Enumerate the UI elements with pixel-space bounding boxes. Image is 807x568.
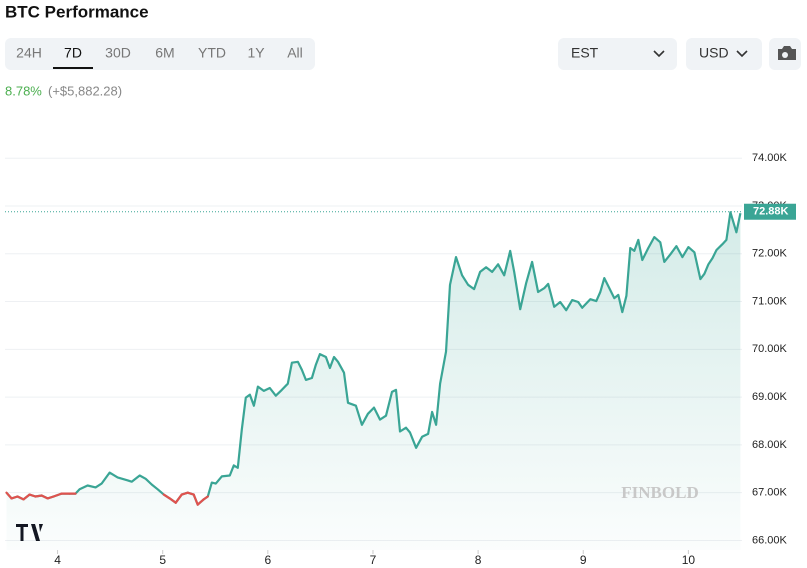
tab-label: 30D	[105, 45, 131, 61]
down-segment	[52, 492, 63, 498]
down-segment	[196, 498, 205, 506]
select-label: USD	[699, 45, 729, 61]
x-tick-label: 9	[580, 553, 587, 567]
tab[interactable]: 24H	[16, 45, 42, 61]
tab[interactable]: All	[287, 45, 303, 61]
x-tick-label: 8	[475, 553, 482, 567]
area	[6, 212, 741, 550]
tab-label: 7D	[64, 45, 82, 61]
tab-label: 1Y	[247, 45, 265, 61]
tab-underline	[53, 67, 93, 69]
y-tick-label: 71.00K	[752, 295, 788, 307]
change-percent: 8.78%	[5, 83, 42, 98]
down-segment	[16, 495, 25, 501]
y-tick-label: 67.00K	[752, 487, 788, 499]
screenshot-button[interactable]	[769, 38, 801, 70]
down-segment	[40, 494, 49, 500]
select-label: EST	[571, 45, 599, 61]
select-box	[558, 38, 677, 70]
last-price-label: 72.88K	[753, 206, 789, 218]
x-tick-label: 4	[54, 553, 61, 567]
tab[interactable]: 30D	[105, 45, 131, 61]
y-tick-label: 66.00K	[752, 534, 788, 546]
currency-select[interactable]: USD	[686, 38, 762, 70]
down-segment	[174, 493, 183, 504]
down-segment	[192, 493, 199, 506]
y-tick-label: 68.00K	[752, 439, 788, 451]
y-tick-label: 70.00K	[752, 343, 788, 355]
y-tick-label: 72.00K	[752, 248, 788, 260]
tab[interactable]: 6M	[155, 45, 174, 61]
down-segment	[5, 491, 13, 500]
tv-logo	[16, 524, 43, 541]
watermark: FINBOLD	[621, 483, 698, 502]
title: BTC Performance	[5, 2, 149, 21]
timezone-select[interactable]: EST	[558, 38, 677, 70]
price-line	[5, 211, 742, 506]
down-segment	[162, 493, 171, 500]
tab-label: All	[287, 45, 303, 61]
select-box	[686, 38, 762, 70]
down-segment	[202, 495, 209, 501]
plot: 66.00K 67.00K 68.00K 69.00K 70.00K 71.00K 72.0…	[5, 152, 796, 567]
down-segment	[22, 493, 31, 501]
tab-bar	[5, 38, 315, 70]
tab-label: 6M	[155, 45, 174, 61]
x-tick-label: 7	[370, 553, 377, 567]
tab[interactable]: 7D	[53, 45, 93, 69]
down-segment	[168, 497, 177, 504]
y-tick-label: 69.00K	[752, 391, 788, 403]
last-price-tag	[744, 203, 796, 220]
tab-label: YTD	[198, 45, 226, 61]
tab[interactable]: YTD	[198, 45, 226, 61]
x-tick-label: 5	[159, 553, 166, 567]
camera-lens	[782, 52, 788, 58]
change-amount: (+$5,882.28)	[48, 83, 122, 98]
x-tick-label: 6	[264, 553, 271, 567]
tab[interactable]: 1Y	[247, 45, 265, 61]
tab-label: 24H	[16, 45, 42, 61]
chevron	[736, 50, 748, 58]
tabs: 24H 7D 30D 6M YTD 1Y All	[16, 45, 303, 69]
y-tick-label: 74.00K	[752, 152, 788, 164]
x-tick-label: 10	[682, 553, 696, 567]
chevron	[653, 50, 665, 58]
